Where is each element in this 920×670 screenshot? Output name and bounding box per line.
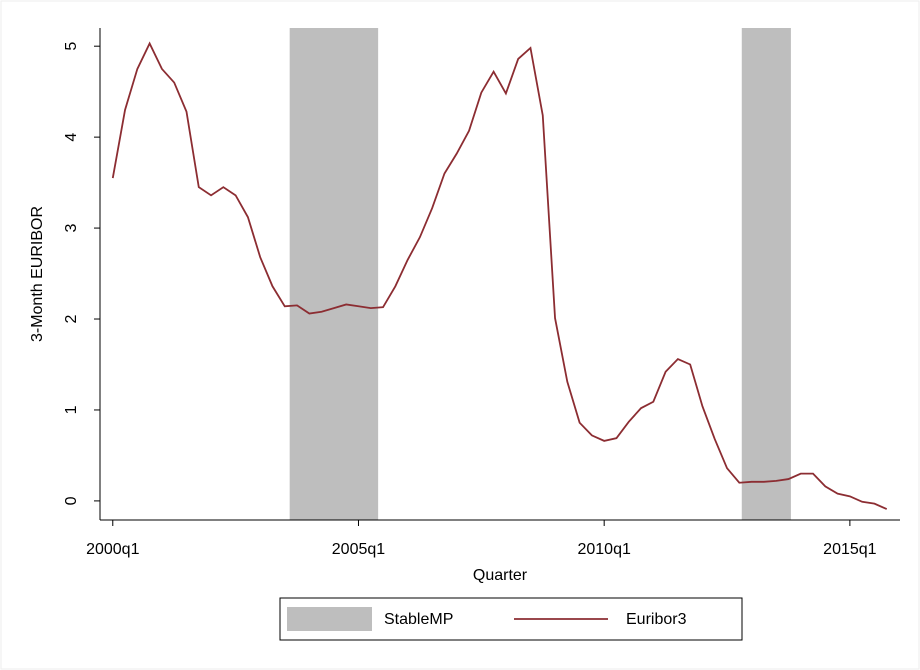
y-tick-label: 3 bbox=[63, 224, 80, 233]
y-tick-label: 0 bbox=[63, 496, 80, 505]
x-tick-label: 2010q1 bbox=[577, 541, 630, 558]
y-tick-label: 5 bbox=[63, 42, 80, 51]
y-tick-label: 1 bbox=[63, 405, 80, 414]
x-tick-label: 2015q1 bbox=[823, 541, 876, 558]
shaded-region bbox=[741, 28, 791, 520]
shaded-region bbox=[289, 28, 379, 520]
y-tick-label: 4 bbox=[63, 133, 80, 142]
y-tick-label: 2 bbox=[63, 314, 80, 323]
x-tick-label: 2005q1 bbox=[332, 541, 385, 558]
line bbox=[111, 41, 888, 510]
y-axis-title: 3-Month EURIBOR bbox=[29, 206, 46, 342]
x-axis-title: Quarter bbox=[473, 567, 528, 584]
legend-label: Euribor3 bbox=[626, 611, 687, 628]
legend-swatch bbox=[287, 607, 372, 631]
legend-label: StableMP bbox=[384, 611, 453, 628]
x-tick-label: 2000q1 bbox=[86, 541, 139, 558]
